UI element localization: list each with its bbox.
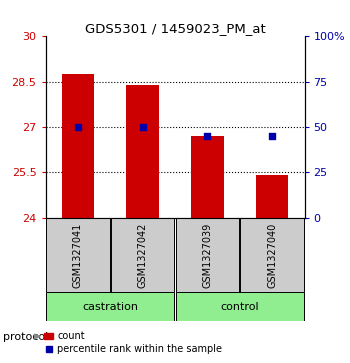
Bar xyxy=(62,74,94,218)
Point xyxy=(75,124,80,130)
Bar xyxy=(240,218,304,292)
Legend: count, percentile rank within the sample: count, percentile rank within the sample xyxy=(40,327,226,358)
Text: GSM1327039: GSM1327039 xyxy=(202,223,212,287)
Text: protocol: protocol xyxy=(4,331,49,342)
Bar xyxy=(46,292,174,321)
Text: GSM1327040: GSM1327040 xyxy=(267,223,277,287)
Bar xyxy=(46,218,110,292)
Bar xyxy=(256,175,288,218)
Point xyxy=(140,124,146,130)
Text: castration: castration xyxy=(82,302,138,312)
Text: GSM1327042: GSM1327042 xyxy=(138,222,148,288)
Text: control: control xyxy=(220,302,259,312)
Bar xyxy=(111,218,174,292)
Point xyxy=(204,133,210,139)
Title: GDS5301 / 1459023_PM_at: GDS5301 / 1459023_PM_at xyxy=(85,22,265,35)
Bar xyxy=(176,218,239,292)
Bar xyxy=(176,292,304,321)
Bar xyxy=(191,136,224,218)
Bar xyxy=(126,85,159,218)
Text: GSM1327041: GSM1327041 xyxy=(73,223,83,287)
Point xyxy=(270,133,275,139)
